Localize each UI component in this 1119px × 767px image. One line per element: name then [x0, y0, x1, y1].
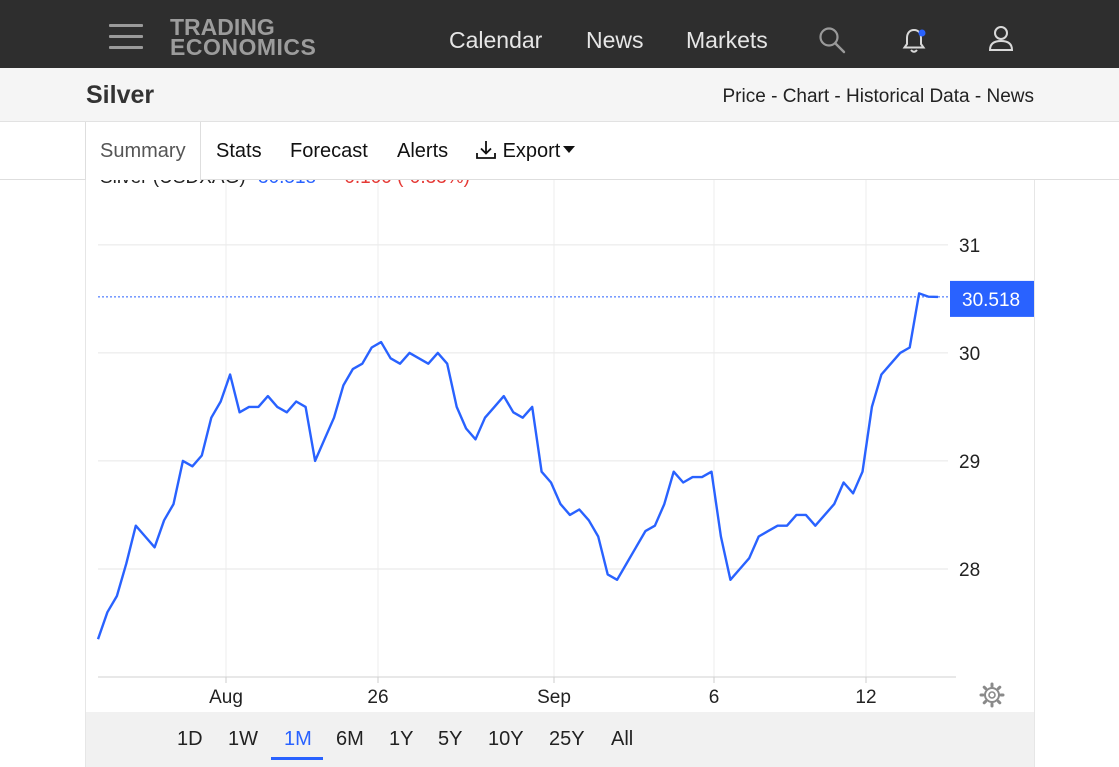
- bell-icon[interactable]: [900, 26, 930, 56]
- tab-export[interactable]: Export: [475, 122, 576, 179]
- chevron-down-icon: [563, 146, 576, 154]
- tab-stats[interactable]: Stats: [216, 140, 262, 162]
- range-1y[interactable]: 1Y: [389, 728, 414, 750]
- series-line-group: [96, 292, 950, 640]
- price-chart[interactable]: Silver (USDXAG) 30.518 -0.100 (-0.33%) 2…: [86, 180, 1035, 712]
- range-1d[interactable]: 1D: [177, 728, 203, 750]
- sub-header: Silver Price - Chart - Historical Data -…: [0, 68, 1119, 122]
- logo-line2: ECONOMICS: [170, 34, 317, 60]
- tab-alerts[interactable]: Alerts: [397, 140, 449, 162]
- page-title: Silver: [86, 81, 155, 109]
- nav-calendar[interactable]: Calendar: [449, 27, 543, 53]
- x-tick-label: Sep: [537, 687, 571, 708]
- logo-line1: TRADING: [170, 14, 275, 40]
- hamburger-icon[interactable]: [109, 24, 143, 50]
- x-tick-label: 26: [367, 687, 388, 708]
- chart-area[interactable]: Silver (USDXAG) 30.518 -0.100 (-0.33%) 2…: [85, 180, 1035, 712]
- x-tick-label: Aug: [209, 687, 243, 708]
- nav-markets[interactable]: Markets: [686, 27, 768, 53]
- range-all[interactable]: All: [611, 728, 634, 750]
- y-tick-label: 30: [959, 344, 980, 365]
- legend: Silver (USDXAG) 30.518 -0.100 (-0.33%): [100, 180, 470, 188]
- export-label: Export: [502, 140, 561, 162]
- range-1m[interactable]: 1M: [284, 728, 312, 750]
- logo[interactable]: TRADING ECONOMICS: [170, 14, 317, 60]
- download-icon: [476, 140, 496, 159]
- sublink-sep: -: [969, 86, 987, 107]
- axes: 28 29 30 31 Aug 26 Sep 6 12 30.518: [98, 236, 1034, 708]
- range-6m[interactable]: 6M: [336, 728, 364, 750]
- x-tick-label: 6: [709, 687, 720, 708]
- y-tick-label: 31: [959, 236, 980, 257]
- tab-summary[interactable]: Summary: [85, 122, 201, 180]
- range-10y[interactable]: 10Y: [488, 728, 524, 750]
- sublink-news[interactable]: News: [986, 86, 1034, 107]
- range-active-indicator: [271, 757, 323, 760]
- tab-bar: Summary Stats Forecast Alerts Export: [0, 122, 1119, 180]
- range-1w[interactable]: 1W: [228, 728, 258, 750]
- series-line: [96, 292, 939, 640]
- x-tick-label: 12: [855, 687, 876, 708]
- sublink-sep: -: [829, 86, 847, 107]
- range-25y[interactable]: 25Y: [549, 728, 585, 750]
- legend-change: -0.100 (-0.33%): [338, 180, 470, 188]
- y-tick-label: 29: [959, 452, 980, 473]
- sublink-sep: -: [765, 86, 783, 107]
- last-value-label: 30.518: [962, 290, 1020, 311]
- sublink-chart[interactable]: Chart: [782, 86, 830, 107]
- last-value-tag: [950, 280, 1034, 317]
- legend-last-value: 30.518: [258, 180, 316, 188]
- range-5y[interactable]: 5Y: [438, 728, 463, 750]
- gear-icon[interactable]: [979, 682, 1005, 708]
- sub-links: Price - Chart - Historical Data - News: [723, 86, 1035, 108]
- nav-news[interactable]: News: [586, 27, 644, 53]
- range-selector: 1D 1W 1M 6M 1Y 5Y 10Y 25Y All: [85, 712, 1035, 767]
- y-tick-label: 28: [959, 560, 980, 581]
- legend-series-name: Silver (USDXAG): [100, 180, 246, 188]
- sublink-historical-data[interactable]: Historical Data: [846, 86, 970, 107]
- sublink-price[interactable]: Price: [722, 86, 766, 107]
- search-icon[interactable]: [818, 26, 846, 54]
- top-navbar: TRADING ECONOMICS Calendar News Markets: [0, 0, 1119, 68]
- tab-forecast[interactable]: Forecast: [290, 140, 368, 162]
- grid: [98, 180, 948, 677]
- user-icon[interactable]: [987, 24, 1015, 54]
